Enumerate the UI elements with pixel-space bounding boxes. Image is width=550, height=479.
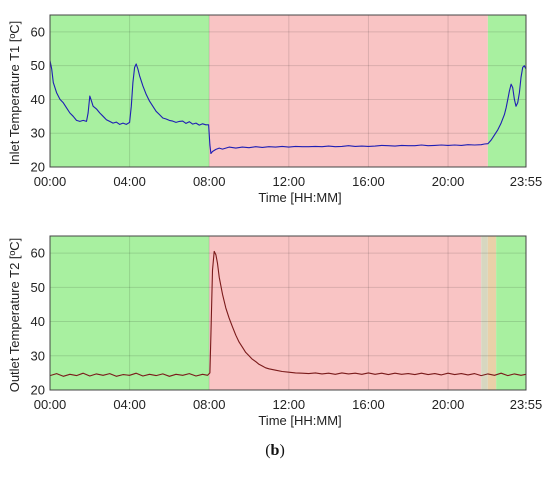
chart-2-y-axis-label: Outlet Temperature T2 [ºC] — [7, 238, 22, 393]
chart-1-xtick-label-7: 23:55 — [510, 174, 543, 189]
chart-2-band-2 — [209, 236, 482, 390]
chart-2-x-axis-label: Time [HH:MM] — [258, 413, 341, 428]
chart-1-xtick-label-1: 00:00 — [34, 174, 67, 189]
chart-2-xtick-label-7: 23:55 — [510, 397, 543, 412]
chart-2-ytick-label-3: 40 — [31, 314, 45, 329]
chart-2-ytick-label-1: 20 — [31, 383, 45, 398]
chart-1-xtick-label-6: 20:00 — [432, 174, 465, 189]
chart-1-ytick-label-2: 30 — [31, 126, 45, 141]
chart-1-ytick-label-5: 60 — [31, 24, 45, 39]
chart-2-xtick-label-3: 08:00 — [193, 397, 226, 412]
chart-2-band-5 — [496, 236, 526, 390]
chart-1-xtick-label-2: 04:00 — [113, 174, 146, 189]
chart-1-ytick-label-3: 40 — [31, 92, 45, 107]
figure: 20 30 40 50 60 00:00 04:00 08:00 12:00 16:00 20:00… — [7, 14, 543, 428]
chart-2-band-3 — [481, 236, 488, 390]
chart-2-ytick-label-5: 60 — [31, 246, 45, 261]
caption-open: ( — [265, 442, 271, 459]
chart-2-ytick-label-4: 50 — [31, 280, 45, 295]
chart-2-xtick-label-5: 16:00 — [352, 397, 385, 412]
chart-1-x-axis-label: Time [HH:MM] — [258, 190, 341, 205]
caption-close: ) — [279, 442, 285, 459]
chart-1-band-1 — [50, 15, 210, 167]
chart-1-ytick-label-1: 20 — [31, 160, 45, 175]
figure-caption: (b) — [0, 442, 550, 460]
chart-2-series-line-1 — [49, 250, 527, 377]
chart-2-ytick-label-2: 30 — [31, 348, 45, 363]
chart-2: 20 30 40 50 60 00:00 04:00 08:00 12:00 16:00 20:00… — [7, 235, 543, 428]
chart-1-ytick-label-4: 50 — [31, 58, 45, 73]
chart-1: 20 30 40 50 60 00:00 04:00 08:00 12:00 16:00 20:00… — [7, 14, 543, 205]
chart-2-band-1 — [50, 236, 210, 390]
chart-2-xtick-label-6: 20:00 — [432, 397, 465, 412]
chart-1-xtick-label-4: 12:00 — [273, 174, 306, 189]
chart-2-xtick-label-4: 12:00 — [273, 397, 306, 412]
chart-2-frame — [49, 235, 527, 391]
caption-letter: b — [270, 442, 280, 459]
chart-1-band-2 — [209, 15, 488, 167]
chart-1-y-axis-label: Inlet Temperature T1 [ºC] — [7, 21, 22, 165]
chart-1-series-line-1 — [49, 60, 527, 155]
chart-1-xtick-label-5: 16:00 — [352, 174, 385, 189]
chart-2-xtick-label-2: 04:00 — [113, 397, 146, 412]
chart-2-xtick-label-1: 00:00 — [34, 397, 67, 412]
chart-1-band-3 — [487, 15, 526, 167]
chart-1-frame — [49, 14, 527, 168]
chart-1-xtick-label-3: 08:00 — [193, 174, 226, 189]
chart-2-band-4 — [487, 236, 497, 390]
